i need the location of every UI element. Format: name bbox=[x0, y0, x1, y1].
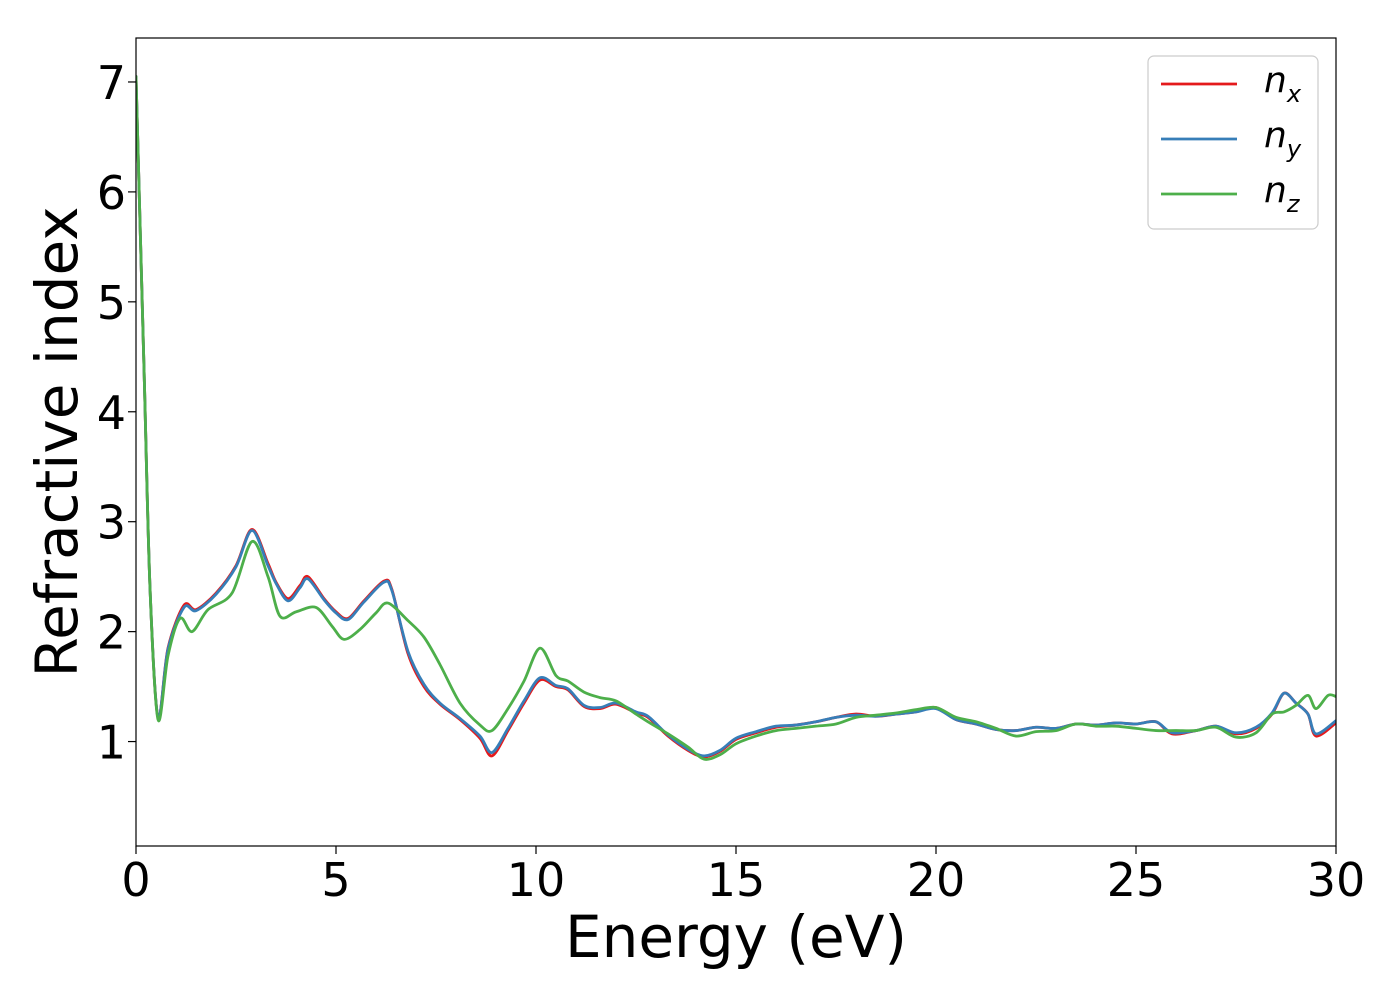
plot-area bbox=[136, 38, 1336, 846]
legend-box bbox=[1147, 55, 1319, 230]
series-layer bbox=[136, 75, 1336, 761]
series-line-n-z bbox=[136, 75, 1336, 761]
x-axis: 0 5 10 15 20 25 30 bbox=[121, 846, 1365, 907]
y-tick-label: 6 bbox=[97, 166, 126, 220]
x-tick-label: 10 bbox=[507, 853, 566, 907]
x-tick-label: 5 bbox=[321, 853, 350, 907]
y-axis: 1 2 3 4 5 6 7 bbox=[97, 56, 136, 770]
y-tick-label: 7 bbox=[97, 56, 126, 110]
y-tick-label: 4 bbox=[97, 386, 126, 440]
y-axis-title: Refractive index bbox=[23, 206, 91, 677]
y-tick-label: 1 bbox=[97, 716, 126, 770]
series-line-n-y bbox=[136, 75, 1336, 758]
x-tick-label: 20 bbox=[907, 853, 966, 907]
y-tick-label: 3 bbox=[97, 496, 126, 550]
y-tick-label: 2 bbox=[97, 606, 126, 660]
x-tick-label: 25 bbox=[1107, 853, 1166, 907]
y-tick-label: 5 bbox=[97, 276, 126, 330]
x-tick-label: 30 bbox=[1307, 853, 1366, 907]
x-axis-title: Energy (eV) bbox=[565, 903, 907, 971]
x-tick-label: 0 bbox=[121, 853, 150, 907]
x-tick-label: 15 bbox=[707, 853, 766, 907]
